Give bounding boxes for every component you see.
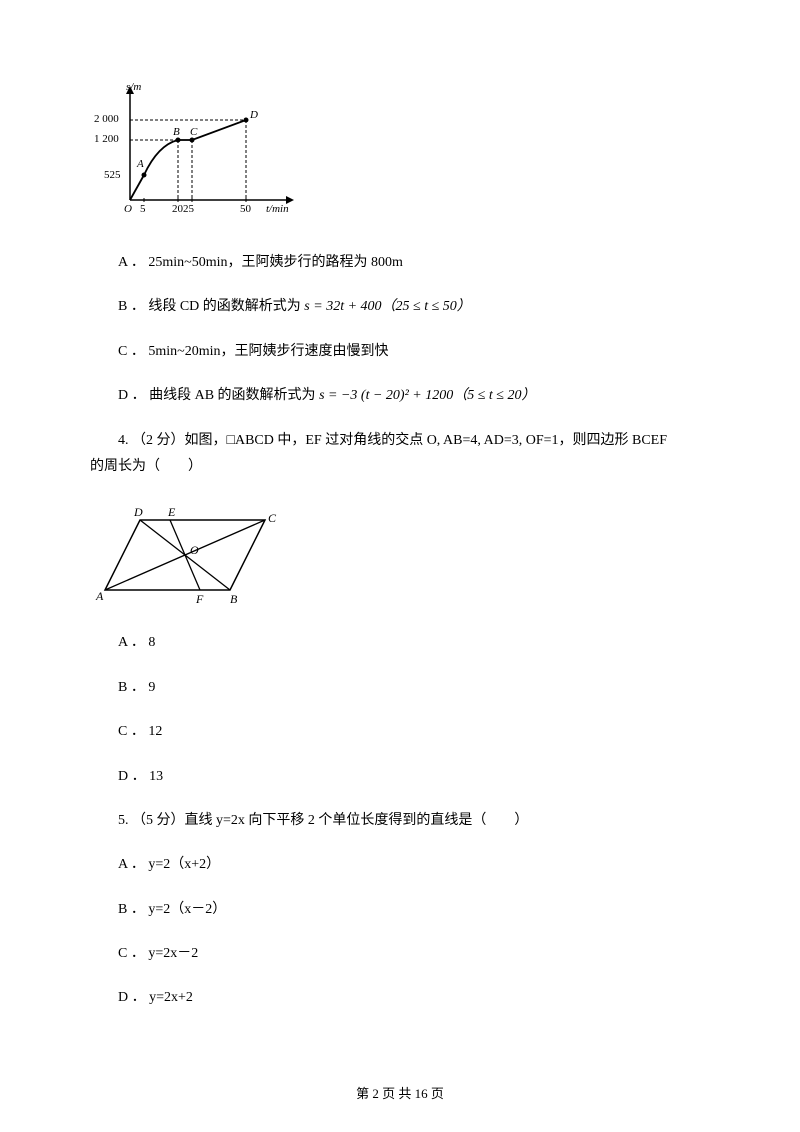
q5-option-a: A ． y=2（x+2）	[90, 854, 710, 876]
q4-option-c: C ． 12	[90, 721, 710, 743]
q4-option-b: B ． 9	[90, 677, 710, 699]
point-A: A	[136, 158, 144, 170]
q3-option-d: D ． 曲线段 AB 的函数解析式为 s = −3 (t − 20)² + 12…	[90, 385, 710, 407]
q5-option-c: C ． y=2x－2	[90, 943, 710, 965]
svg-text:C: C	[268, 511, 277, 525]
y-tick-2000: 2 000	[94, 113, 119, 125]
x-tick-2025: 2025	[172, 203, 195, 215]
svg-text:E: E	[167, 505, 176, 519]
q3-optD-formula: s = −3 (t − 20)² + 1200（5 ≤ t ≤ 20）	[319, 388, 535, 403]
svg-text:O: O	[190, 543, 199, 557]
q3-optD-prefix: D ． 曲线段 AB 的函数解析式为	[118, 388, 319, 403]
y-axis-label: s/m	[126, 81, 141, 93]
x-tick-O: O	[124, 203, 132, 215]
x-axis-label: t/min	[266, 203, 289, 215]
q5-option-b: B ． y=2（x－2）	[90, 899, 710, 921]
point-B: B	[173, 126, 180, 138]
q3-option-a: A ． 25min~50min，王阿姨步行的路程为 800m	[90, 252, 710, 274]
y-tick-1200: 1 200	[94, 133, 119, 145]
page-footer: 第 2 页 共 16 页	[0, 1083, 800, 1102]
q3-option-b: B ． 线段 CD 的函数解析式为 s = 32t + 400（25 ≤ t ≤…	[90, 296, 710, 318]
x-tick-5: 5	[140, 203, 146, 215]
q4-text-line2: 的周长为（ ）	[90, 456, 710, 478]
q4-text-line1: 4. （2 分）如图，□ABCD 中，EF 过对角线的交点 O, AB=4, A…	[90, 430, 710, 452]
y-tick-525: 525	[104, 169, 121, 181]
q4-option-a: A ． 8	[90, 632, 710, 654]
q3-optB-prefix: B ． 线段 CD 的函数解析式为	[118, 299, 304, 314]
q5-text: 5. （5 分）直线 y=2x 向下平移 2 个单位长度得到的直线是（ ）	[90, 810, 710, 832]
svg-text:F: F	[195, 592, 204, 606]
q4-option-d: D ． 13	[90, 766, 710, 788]
q3-chart: 2 000 1 200 525 s/m O 5 2025 50 t/min	[90, 80, 710, 230]
q4-parallelogram: D E C O A F B	[90, 500, 710, 610]
svg-text:B: B	[230, 592, 238, 606]
svg-text:A: A	[95, 589, 104, 603]
q3-optB-formula: s = 32t + 400（25 ≤ t ≤ 50）	[304, 299, 471, 314]
point-C: C	[190, 126, 198, 138]
q3-option-c: C ． 5min~20min，王阿姨步行速度由慢到快	[90, 341, 710, 363]
point-D: D	[249, 109, 258, 121]
svg-text:D: D	[133, 505, 143, 519]
x-tick-50: 50	[240, 203, 252, 215]
q5-option-d: D ． y=2x+2	[90, 987, 710, 1009]
